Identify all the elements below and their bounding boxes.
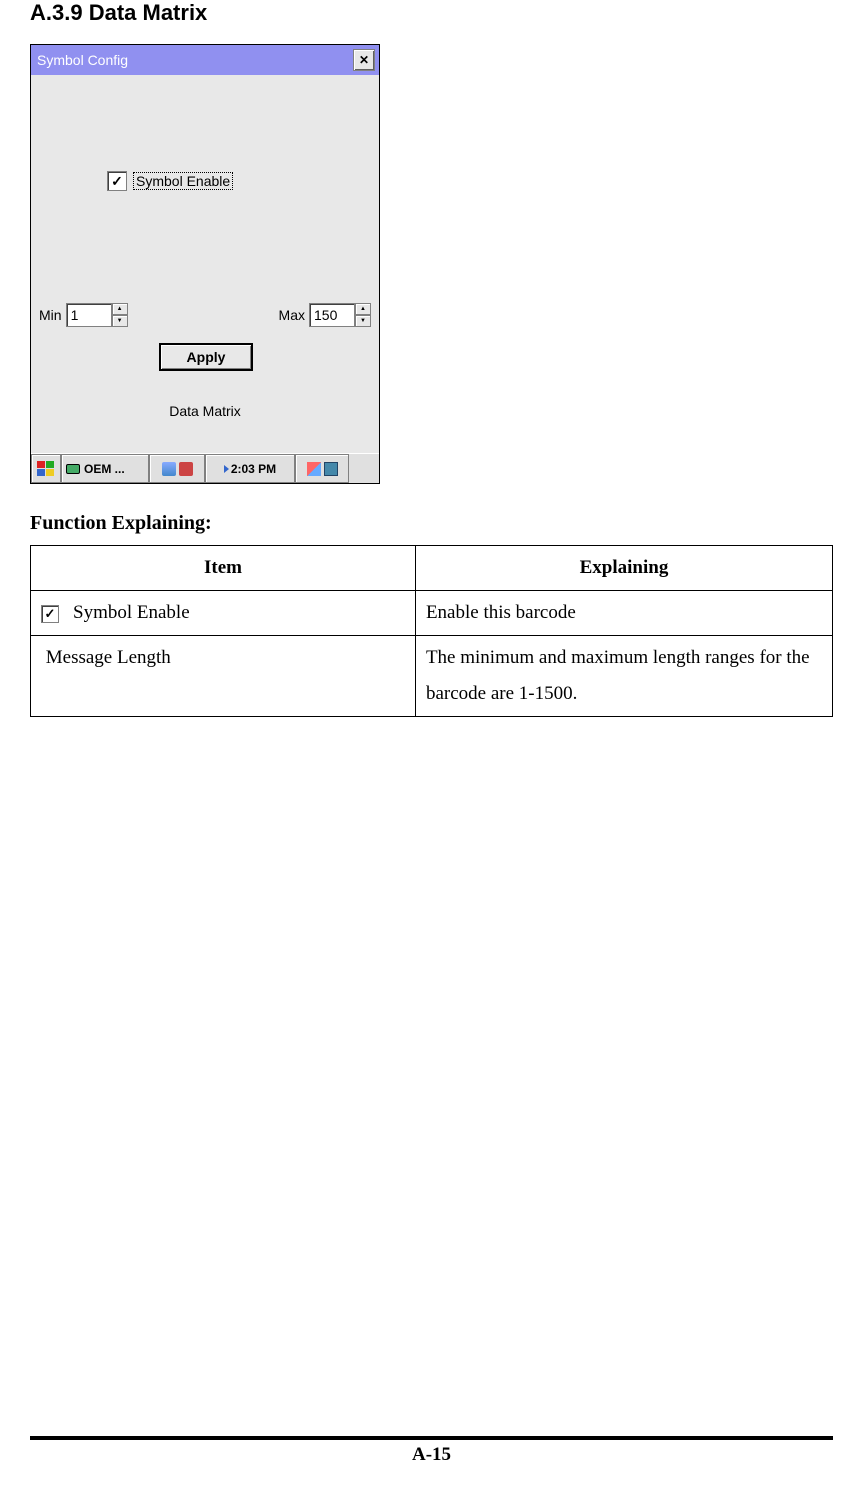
symbol-enable-checkbox[interactable]: ✓ (107, 171, 127, 191)
tray-icon[interactable] (162, 462, 176, 476)
taskbar-clock[interactable]: 2:03 PM (205, 454, 295, 483)
min-label: Min (39, 307, 62, 323)
max-input[interactable]: 150 (309, 303, 355, 327)
table-header-explaining: Explaining (415, 546, 832, 591)
cell-explain: The minimum and maximum length ranges fo… (415, 636, 832, 717)
max-label: Max (279, 307, 305, 323)
start-button[interactable] (31, 454, 61, 483)
max-up-button[interactable]: ▲ (355, 303, 371, 315)
symbol-enable-row: ✓ Symbol Enable (107, 171, 233, 191)
clock-text: 2:03 PM (231, 462, 276, 476)
expand-tray-icon (224, 465, 229, 473)
section-heading: A.3.9 Data Matrix (30, 0, 833, 26)
max-down-button[interactable]: ▼ (355, 315, 371, 327)
min-input[interactable]: 1 (66, 303, 112, 327)
min-up-button[interactable]: ▲ (112, 303, 128, 315)
close-icon: ✕ (359, 53, 369, 67)
tray-icon[interactable] (324, 462, 338, 476)
max-spinner[interactable]: 150 ▲ ▼ (309, 303, 371, 327)
window-client-area: ✓ Symbol Enable Min 1 ▲ ▼ Max 150 ▲ ▼ (31, 75, 379, 453)
taskbar-app-label: OEM ... (84, 462, 125, 476)
length-range-row: Min 1 ▲ ▼ Max 150 ▲ ▼ (39, 303, 371, 327)
windows-logo-icon (37, 461, 55, 477)
close-button[interactable]: ✕ (353, 49, 375, 71)
cell-item: Symbol Enable (73, 602, 190, 623)
cell-explain: Enable this barcode (415, 591, 832, 636)
checkmark-icon: ✓ (111, 173, 123, 190)
tray-icon[interactable] (307, 462, 321, 476)
app-icon (66, 464, 80, 474)
tray-icons-area (149, 454, 205, 483)
table-row: ✓ Symbol Enable Enable this barcode (31, 591, 833, 636)
table-row: Message Length The minimum and maximum l… (31, 636, 833, 717)
min-spinner[interactable]: 1 ▲ ▼ (66, 303, 128, 327)
taskbar: OEM ... 2:03 PM (31, 453, 379, 483)
window-title: Symbol Config (35, 52, 353, 68)
function-explaining-table: Item Explaining ✓ Symbol Enable Enable th… (30, 545, 833, 717)
tray-icon[interactable] (179, 462, 193, 476)
checkbox-icon: ✓ (41, 605, 59, 623)
window-titlebar: Symbol Config ✕ (31, 45, 379, 75)
apply-button[interactable]: Apply (159, 343, 253, 371)
function-explaining-heading: Function Explaining: (30, 512, 833, 535)
page-number: A-15 (412, 1444, 451, 1465)
symbol-enable-label: Symbol Enable (133, 172, 233, 190)
tray-end-area (295, 454, 349, 483)
symbol-config-screenshot: Symbol Config ✕ ✓ Symbol Enable Min 1 ▲ … (30, 44, 380, 484)
cell-item: Message Length (46, 647, 171, 668)
min-down-button[interactable]: ▼ (112, 315, 128, 327)
config-name-label: Data Matrix (31, 403, 379, 419)
taskbar-app-button[interactable]: OEM ... (61, 454, 149, 483)
table-header-item: Item (31, 546, 416, 591)
page-footer: A-15 (30, 1436, 833, 1466)
